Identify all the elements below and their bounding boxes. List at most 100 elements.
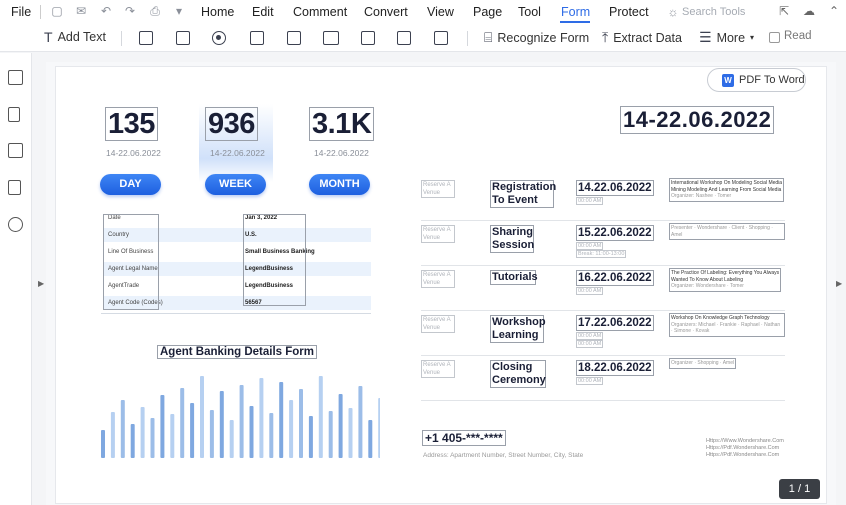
venue-placeholder[interactable]: Reserve A Venue (421, 225, 455, 243)
event-time[interactable]: 00:00 AM (576, 377, 604, 385)
checkbox-icon[interactable] (176, 31, 190, 45)
list-box-icon[interactable] (287, 31, 301, 45)
undo-icon[interactable]: ↶ (100, 4, 112, 18)
event-name[interactable]: Workshop Learning (490, 315, 546, 343)
menu-view[interactable]: View (427, 5, 454, 19)
event-description[interactable]: Workshop On Knowledge Graph Technology Or… (669, 313, 785, 337)
venue-placeholder[interactable]: Reserve A Venue (421, 180, 455, 198)
info-label: Line Of Business (108, 249, 154, 255)
radio-button-icon[interactable] (212, 31, 226, 45)
info-value-frame (243, 214, 306, 306)
print-icon[interactable]: ⎙ (150, 4, 160, 18)
redo-icon[interactable]: ↷ (124, 4, 136, 18)
venue-placeholder[interactable]: Reserve A Venue (421, 360, 455, 378)
event-date[interactable]: 18.22.06.2022 (576, 360, 654, 376)
date-field-icon[interactable] (434, 31, 448, 45)
recognize-form-button[interactable]: ⌸ Recognize Form (484, 29, 589, 46)
menu-page[interactable]: Page (473, 5, 503, 19)
week-stat-date: 14-22.06.2022 (210, 148, 265, 158)
event-name[interactable]: Registration To Event (490, 180, 557, 208)
event-time[interactable]: 00:00 AM (576, 332, 604, 340)
menu-convert[interactable]: Convert (364, 5, 408, 19)
info-label: AgentTrade (108, 283, 140, 289)
expand-right-icon[interactable]: ▶ (836, 279, 843, 288)
active-tab-indicator (560, 21, 590, 23)
decorative-bar (209, 410, 214, 458)
week-stat-value[interactable]: 936 (205, 107, 258, 141)
event-time[interactable]: 00:00 AM (576, 287, 604, 295)
signature-field-icon[interactable] (397, 31, 411, 45)
extract-icon: ⤒ (602, 29, 609, 45)
menu-file[interactable]: File (11, 5, 32, 19)
event-time[interactable]: 00:00 AM (576, 242, 604, 250)
search-tools-input[interactable]: Search Tools (682, 6, 746, 18)
event-name[interactable]: Closing Ceremony (490, 360, 546, 388)
info-value[interactable]: U.S. (245, 232, 257, 238)
push-button-icon[interactable] (323, 31, 339, 45)
external-link-icon[interactable]: ⇱ (779, 4, 790, 18)
event-date[interactable]: 17.22.06.2022 (576, 315, 654, 331)
decorative-bar (368, 420, 373, 458)
menu-tool[interactable]: Tool (518, 5, 541, 19)
week-highlight (199, 104, 273, 182)
bookmark-icon[interactable] (8, 107, 20, 122)
menu-comment[interactable]: Comment (293, 5, 348, 19)
phone-number[interactable]: +1 405-***-**** (422, 430, 506, 446)
read-checkbox[interactable] (769, 32, 780, 43)
month-button[interactable]: MONTH (309, 174, 370, 195)
decorative-bars (101, 376, 380, 458)
event-description[interactable]: Presenter · Wondershare · Client · Shopp… (669, 223, 785, 240)
event-date[interactable]: 15.22.06.2022 (576, 225, 654, 241)
more-button[interactable]: ☰ More ▾ (699, 29, 754, 46)
event-name[interactable]: Tutorials (490, 270, 538, 285)
menu-form[interactable]: Form (561, 5, 591, 19)
attachment-icon[interactable] (8, 180, 21, 195)
collapse-icon[interactable]: ⌃ (829, 4, 840, 18)
form-title[interactable]: Agent Banking Details Form (157, 345, 317, 359)
event-description[interactable]: International Workshop On Modeling Socia… (669, 178, 785, 202)
month-stat-value[interactable]: 3.1K (309, 107, 375, 141)
event-description[interactable]: Organizer · Shopping · Amel (669, 358, 737, 369)
week-button[interactable]: WEEK (205, 174, 266, 195)
add-text-button[interactable]: T Add Text (44, 29, 106, 45)
event-description[interactable]: The Practice Of Labeling: Everything You… (669, 268, 782, 292)
menu-home[interactable]: Home (201, 5, 235, 19)
decorative-bar (358, 386, 363, 458)
pdf-to-word-button[interactable]: W PDF To Word (707, 68, 806, 92)
mail-icon[interactable]: ✉ (75, 4, 87, 18)
info-value[interactable]: Small Business Banking (245, 249, 315, 255)
cloud-upload-icon[interactable]: ☁ (803, 4, 815, 18)
venue-placeholder[interactable]: Reserve A Venue (421, 270, 455, 288)
info-value[interactable]: 56567 (245, 300, 262, 306)
save-icon[interactable]: ▢ (51, 4, 63, 18)
event-date[interactable]: 14.22.06.2022 (576, 180, 654, 196)
event-time[interactable]: 00:00 AM (576, 340, 604, 348)
day-button[interactable]: DAY (100, 174, 161, 195)
event-organizer: Organizer · Shopping · Amel (671, 360, 735, 366)
event-organizer: Organizer: Wondershare · Tomer (671, 283, 744, 289)
menu-protect[interactable]: Protect (609, 5, 649, 19)
info-value[interactable]: Jan 3, 2022 (245, 215, 278, 221)
info-value[interactable]: LegendBusiness (245, 283, 294, 289)
venue-placeholder[interactable]: Reserve A Venue (421, 315, 455, 333)
extract-data-button[interactable]: ⤒ Extract Data (602, 29, 682, 46)
event-name[interactable]: Sharing Session (490, 225, 535, 253)
day-stat-value[interactable]: 135 (105, 107, 158, 141)
image-field-icon[interactable] (361, 31, 375, 45)
event-time[interactable]: 00:00 AM (576, 197, 604, 205)
comment-icon[interactable] (8, 143, 23, 158)
info-value[interactable]: LegendBusiness (245, 266, 294, 272)
menu-edit[interactable]: Edit (252, 5, 274, 19)
thumbnails-icon[interactable] (8, 70, 23, 85)
combo-box-icon[interactable] (250, 31, 264, 45)
dropdown-icon[interactable]: ▾ (175, 4, 183, 18)
event-time[interactable]: Break: 11:00-13:00 (576, 250, 627, 258)
decorative-bar (328, 411, 333, 458)
event-description-line: The Practice Of Labeling: Everything You… (671, 270, 780, 276)
event-date[interactable]: 16.22.06.2022 (576, 270, 654, 286)
text-field-icon[interactable] (139, 31, 153, 45)
search-icon[interactable] (8, 217, 23, 232)
decorative-bar (190, 403, 195, 458)
expand-left-icon[interactable]: ▶ (38, 279, 45, 288)
event-date-range[interactable]: 14-22.06.2022 (620, 106, 775, 134)
